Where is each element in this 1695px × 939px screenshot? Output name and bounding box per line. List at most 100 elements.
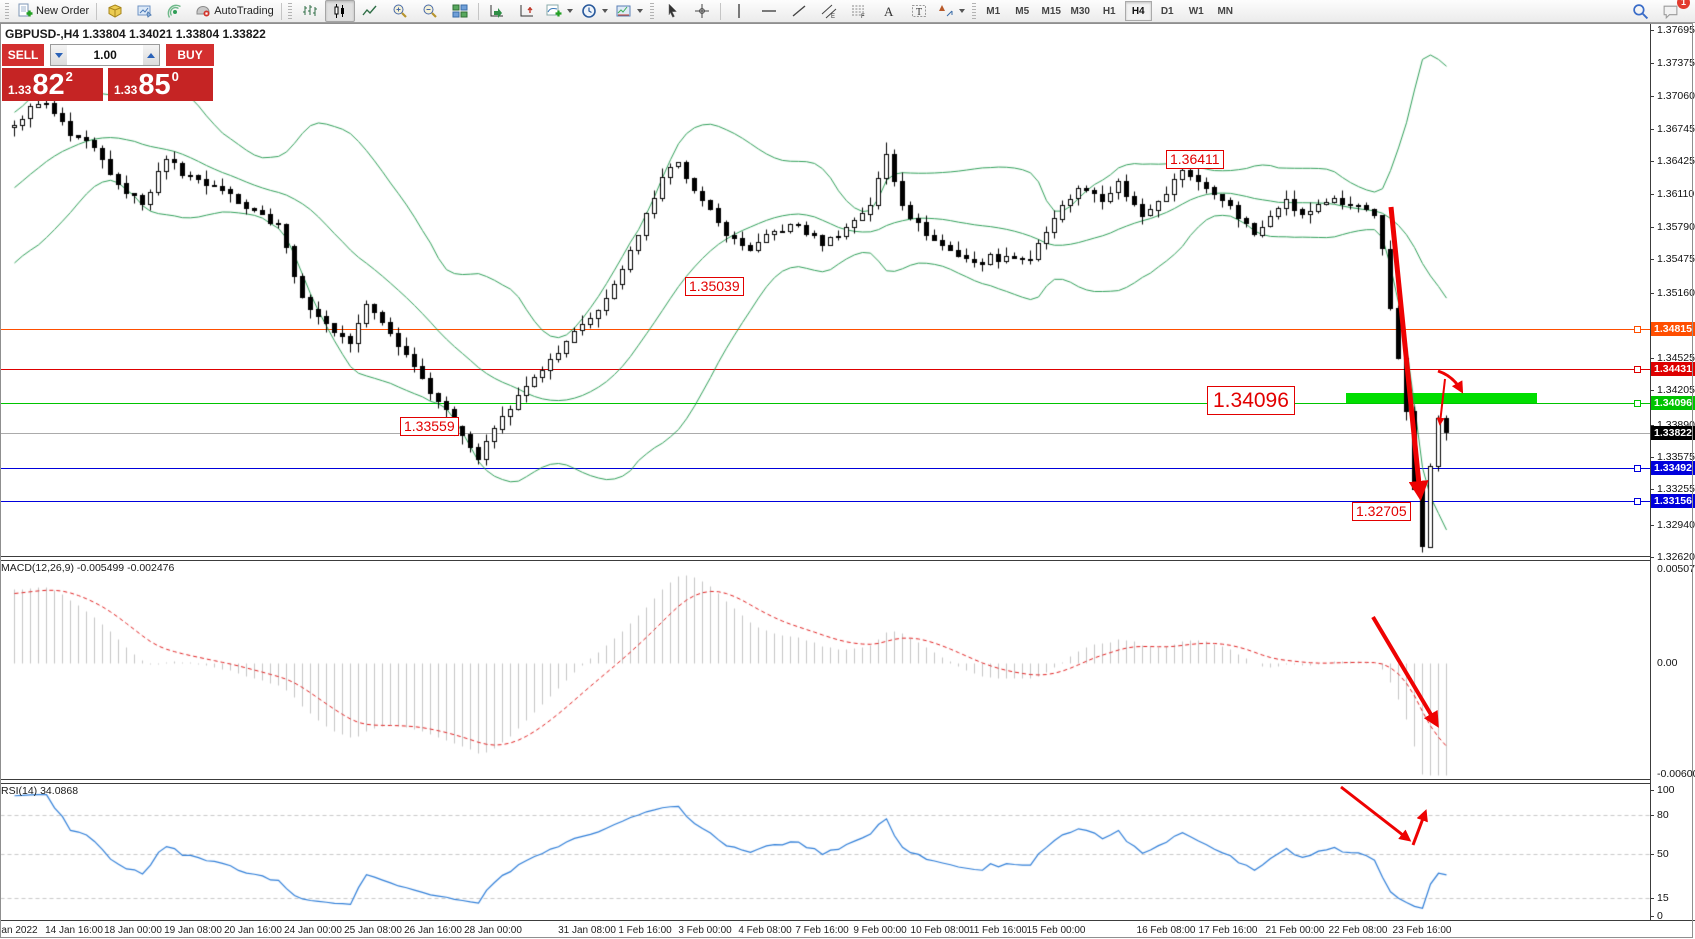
macd-panel-canvas[interactable] <box>0 559 1650 781</box>
price-chart-canvas[interactable] <box>0 24 1650 558</box>
tile-windows-icon <box>451 3 468 20</box>
time-axis-label: Jan 2022 <box>0 925 38 936</box>
time-axis-label: 19 Jan 08:00 <box>164 925 222 936</box>
time-axis-label: 26 Jan 16:00 <box>404 925 462 936</box>
price-line-tag: 1.33822 <box>1651 426 1695 440</box>
new-order-button[interactable]: New Order <box>12 0 93 22</box>
timeframe-w1[interactable]: W1 <box>1188 5 1204 17</box>
indicators-button[interactable] <box>542 0 577 22</box>
macd-axis-label: -0.006003 <box>1657 768 1695 780</box>
market-watch-button[interactable] <box>100 0 130 22</box>
sell-price-pips: 82 <box>32 69 65 101</box>
price-label-annotation[interactable]: 1.35039 <box>685 277 744 297</box>
timeframe-h4[interactable]: H4 <box>1124 1 1152 21</box>
time-axis-label: 15 Feb 00:00 <box>1026 925 1086 936</box>
price-tick-label: 1.37695 <box>1657 24 1695 36</box>
notifications-button[interactable]: 1 <box>1655 0 1690 22</box>
bar-chart-icon <box>301 3 318 20</box>
templates-button[interactable] <box>612 0 647 22</box>
macd-axis-label: 0.00 <box>1657 657 1678 669</box>
shapes-icon <box>938 3 955 20</box>
timeframe-h1[interactable]: H1 <box>1102 5 1116 17</box>
price-tick-mark <box>1650 358 1654 359</box>
svg-text:F: F <box>861 14 865 19</box>
cursor-tool-button[interactable] <box>657 0 687 22</box>
zoom-in-button[interactable] <box>385 0 415 22</box>
price-tick-label: 1.36745 <box>1657 123 1695 135</box>
price-tick-mark <box>1650 259 1654 260</box>
macd-axis-label: 0.005071 <box>1657 563 1695 575</box>
price-tick-label: 1.34525 <box>1657 352 1695 364</box>
main-toolbar: New Order AutoTrading <box>0 0 1695 23</box>
timeframe-m15[interactable]: M15 <box>1041 5 1061 17</box>
toolbar-separator <box>719 2 721 20</box>
timeframe-m5[interactable]: M5 <box>1015 5 1030 17</box>
volume-input[interactable] <box>67 45 144 65</box>
candlestick-mode-button[interactable] <box>324 0 355 22</box>
rsi-panel-canvas[interactable] <box>0 782 1650 920</box>
arrows-tool-button[interactable] <box>934 0 969 22</box>
buy-price-box[interactable]: 1.33 85 0 <box>108 68 213 101</box>
price-tick-label: 1.34205 <box>1657 384 1695 396</box>
trendline-tool-button[interactable] <box>784 0 814 22</box>
crosshair-tool-button[interactable] <box>687 0 717 22</box>
price-tick-label: 1.32620 <box>1657 551 1695 563</box>
price-tick-mark <box>1650 96 1654 97</box>
time-axis-label: 14 Jan 16:00 <box>45 925 103 936</box>
volume-decrease-button[interactable] <box>51 45 68 65</box>
timeframe-d1[interactable]: D1 <box>1160 5 1174 17</box>
timeframe-mn[interactable]: MN <box>1217 5 1233 17</box>
horizontal-line-tool-button[interactable] <box>754 0 784 22</box>
fibonacci-tool-button[interactable]: F <box>844 0 874 22</box>
sell-price-box[interactable]: 1.33 82 2 <box>2 68 103 101</box>
time-axis-label: 21 Feb 00:00 <box>1265 925 1325 936</box>
price-tick-mark <box>1650 457 1654 458</box>
price-tick-label: 1.32940 <box>1657 519 1695 531</box>
pane-separator[interactable] <box>0 779 1650 784</box>
price-tick-mark <box>1650 489 1654 490</box>
rsi-tick-mark <box>1650 898 1654 899</box>
price-tick-label: 1.37375 <box>1657 57 1695 69</box>
tile-windows-button[interactable] <box>445 0 475 22</box>
price-label-annotation[interactable]: 1.32705 <box>1352 502 1411 522</box>
cursor-icon <box>663 3 680 20</box>
dropdown-caret <box>601 9 608 13</box>
timeframe-m1[interactable]: M1 <box>986 5 1001 17</box>
svg-text:T: T <box>916 7 922 18</box>
zoom-in-icon <box>391 3 408 20</box>
toolbar-drag-handle[interactable] <box>5 3 9 19</box>
volume-increase-button[interactable] <box>143 45 160 65</box>
timeframe-m30[interactable]: M30 <box>1070 5 1090 17</box>
scroll-to-end-button[interactable] <box>482 0 512 22</box>
channel-tool-button[interactable]: E <box>814 0 844 22</box>
buy-price-point: 0 <box>171 69 179 84</box>
chart-shift-button[interactable] <box>512 0 542 22</box>
price-label-annotation[interactable]: 1.36411 <box>1166 150 1224 170</box>
text-label-tool-button[interactable]: T <box>904 0 934 22</box>
price-label-annotation[interactable]: 1.34096 <box>1207 386 1295 416</box>
zoom-out-icon <box>421 3 438 20</box>
price-tick-mark <box>1650 227 1654 228</box>
line-chart-mode-button[interactable] <box>355 0 385 22</box>
sell-button[interactable]: SELL <box>2 44 45 66</box>
pane-separator[interactable] <box>0 556 1650 561</box>
text-tool-button[interactable]: A <box>874 0 904 22</box>
timeframes-button[interactable] <box>577 0 612 22</box>
signals-button[interactable] <box>160 0 190 22</box>
autotrading-icon <box>194 3 211 20</box>
zoom-out-button[interactable] <box>415 0 445 22</box>
vertical-line-tool-button[interactable] <box>724 0 754 22</box>
price-line-tag: 1.33492 <box>1651 461 1695 475</box>
time-axis-separator <box>0 920 1695 921</box>
toolbar-drag-handle[interactable] <box>287 3 292 19</box>
bar-chart-mode-button[interactable] <box>295 0 325 22</box>
toolbar-drag-handle[interactable] <box>649 3 654 19</box>
buy-button[interactable]: BUY <box>166 44 214 66</box>
crosshair-icon <box>693 3 710 20</box>
time-axis-label: 9 Feb 00:00 <box>853 925 907 936</box>
autotrading-button[interactable]: AutoTrading <box>190 0 278 22</box>
search-button[interactable] <box>1625 0 1655 22</box>
price-label-annotation[interactable]: 1.33559 <box>400 417 459 437</box>
publish-chart-button[interactable] <box>130 0 160 22</box>
toolbar-drag-handle[interactable] <box>971 3 976 19</box>
